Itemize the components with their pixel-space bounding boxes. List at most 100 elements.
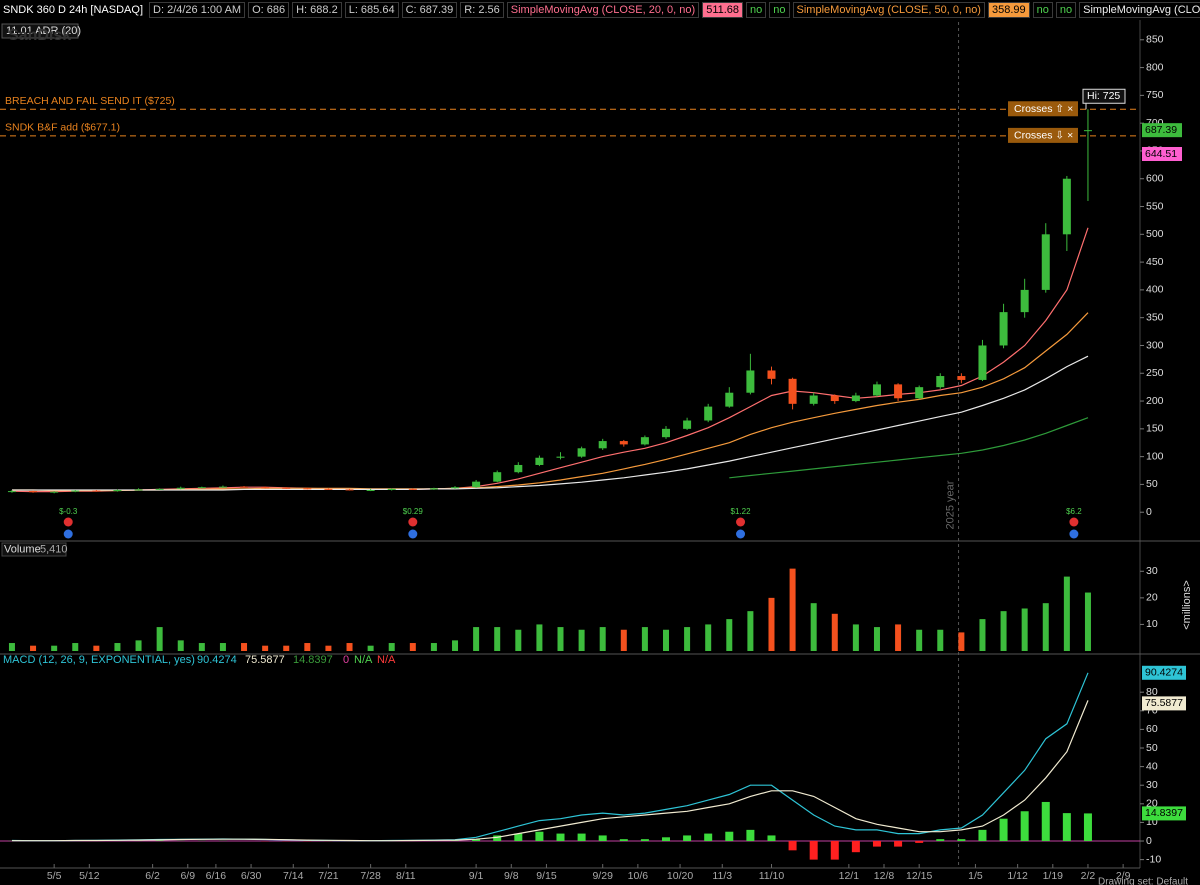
y-tick-label: 300 [1146, 339, 1164, 351]
volume-bar [8, 643, 15, 651]
candle-body [92, 490, 101, 492]
histogram-bar [661, 837, 670, 842]
volume-bar [620, 629, 627, 651]
histogram-bar [978, 829, 987, 842]
candle-body [1020, 289, 1029, 313]
histogram-bar [619, 839, 628, 842]
volume-bar [958, 632, 965, 651]
x-tick-label: 12/1 [839, 870, 860, 882]
histogram-bar [746, 829, 755, 842]
volume-bar [852, 624, 859, 651]
volume-bar [726, 619, 733, 651]
histogram-bar [851, 841, 860, 853]
macd-value: 90.4274 [1142, 665, 1186, 680]
volume-bar [662, 629, 669, 651]
y-tick-label: 30 [1146, 565, 1158, 577]
histogram-bar [1020, 811, 1029, 842]
header-item: D: 2/4/26 1:00 AM [149, 2, 246, 18]
y-tick-label: -10 [1146, 853, 1161, 865]
last-price: 687.39 [1142, 123, 1182, 138]
candle-body [598, 441, 607, 449]
volume-bar [51, 645, 58, 651]
y-tick-label: 10 [1146, 618, 1158, 630]
alert-button-bg[interactable] [1008, 127, 1078, 143]
macd-reading: 75.5877 [245, 654, 285, 666]
dividend-icon [1069, 529, 1079, 539]
hi-label: Hi: 725 [1082, 88, 1126, 110]
ma-marker: 644.51 [1142, 146, 1182, 161]
adr-box [1, 23, 79, 39]
candle-body [577, 448, 586, 457]
volume-bar [599, 627, 606, 651]
candle-body [683, 420, 692, 429]
y-tick-label: 200 [1146, 395, 1164, 407]
candle-body [324, 488, 333, 490]
candle-body [7, 491, 16, 493]
volume-bar [304, 643, 311, 651]
y-tick-label: 800 [1146, 61, 1164, 73]
y-tick-label: 150 [1146, 423, 1164, 435]
study-flag: no [746, 2, 767, 18]
histogram-bar [936, 839, 945, 842]
candle-body [788, 378, 797, 404]
x-tick-label: 11/3 [712, 870, 732, 882]
x-tick-label: 7/21 [318, 870, 339, 882]
histogram-bar [957, 839, 966, 842]
x-tick-label: 8/11 [396, 870, 416, 882]
x-tick-label: 1/19 [1043, 870, 1064, 882]
volume-bar [325, 645, 332, 651]
candle-body [872, 384, 881, 396]
y-tick-label: 850 [1146, 34, 1164, 46]
candle-body [1083, 130, 1092, 132]
x-tick-label: 10/6 [628, 870, 649, 882]
candle-body [535, 457, 544, 465]
alert-button-text[interactable]: Crosses ⇧ × [1014, 103, 1073, 115]
candle-body [851, 395, 860, 402]
candle-body [725, 392, 734, 407]
volume-bar [241, 643, 248, 651]
x-tick-label: 9/15 [536, 870, 557, 882]
volume-bar [895, 624, 902, 651]
macd-reading: 0 [343, 654, 349, 666]
candle-body [282, 487, 291, 489]
x-tick-label: 6/30 [241, 870, 262, 882]
x-tick-label: 6/16 [206, 870, 227, 882]
volume-bar [452, 640, 459, 651]
study-label: SimpleMovingAvg (CLOSE, 100, 0, no) [1079, 2, 1200, 18]
y-tick-label: 40 [1146, 760, 1158, 772]
x-tick-label: 11/10 [759, 870, 785, 882]
volume-bar [72, 643, 79, 651]
candle-body [408, 488, 417, 490]
earnings-label: $0.29 [403, 507, 424, 516]
x-tick-label: 10/20 [667, 870, 693, 882]
alert-button[interactable]: Crosses ⇧ × [1008, 101, 1078, 117]
volume-bar [114, 643, 121, 651]
candle-body [176, 487, 185, 489]
histogram-bar [493, 835, 502, 842]
alert-button[interactable]: Crosses ⇩ × [1008, 127, 1078, 143]
histogram-bar [704, 833, 713, 842]
study-value: 358.99 [987, 2, 1030, 18]
y-tick-label: 20 [1146, 592, 1158, 604]
year-label: 2025 year [944, 480, 956, 529]
alert-button-bg[interactable] [1008, 101, 1078, 117]
candle-body [429, 488, 438, 490]
candle-body [915, 387, 924, 399]
y-tick-label: 20 [1146, 798, 1158, 810]
hi-text: Hi: 725 [1087, 90, 1120, 102]
dividend-icon [408, 529, 418, 539]
x-tick-label: 9/8 [504, 870, 519, 882]
volume-bar [916, 629, 923, 651]
y-tick-label: 70 [1146, 705, 1158, 717]
x-tick-label: 12/15 [906, 870, 932, 882]
alert-button-text[interactable]: Crosses ⇩ × [1014, 130, 1073, 142]
volume-bar [747, 611, 754, 651]
volume-bar [937, 629, 944, 651]
last-price-bg [1142, 123, 1182, 138]
background [0, 20, 1200, 885]
x-tick-label: 2/9 [1116, 870, 1131, 882]
histogram-bar [1083, 813, 1092, 842]
candle-body [894, 384, 903, 399]
